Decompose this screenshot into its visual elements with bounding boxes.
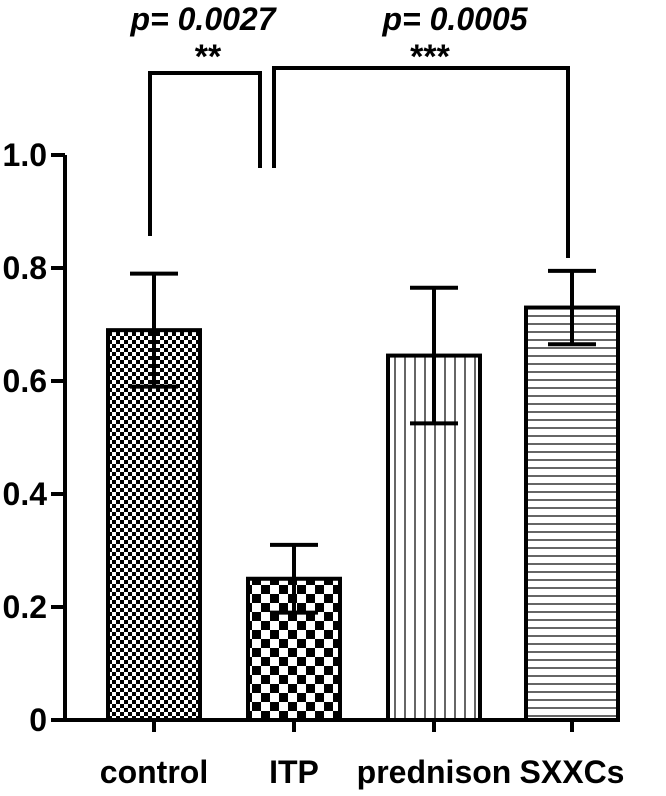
y-tick-label: 0: [29, 702, 47, 738]
axes-layer: 0 0.2 0.4 0.6 0.8 1.0 control ITP prednison SXXCs: [3, 137, 625, 790]
y-tick-label: 0.4: [3, 476, 48, 512]
p-value-label: p= 0.0005: [382, 1, 529, 37]
error-bars-layer: [130, 268, 596, 615]
x-tick-label: ITP: [269, 754, 319, 790]
p-value-label: p= 0.0027: [130, 1, 278, 37]
significance-layer: **p= 0.0027 ***p= 0.0005: [130, 1, 570, 258]
bar-SXXCs: [524, 305, 620, 722]
bars-layer: [106, 305, 620, 722]
significance-stars: **: [195, 38, 222, 76]
significance-stars: ***: [410, 38, 450, 76]
y-tick-label: 0.8: [3, 250, 47, 286]
y-tick-label: 0.2: [3, 589, 47, 625]
significance-bracket: [148, 71, 262, 236]
significance-bracket: [272, 66, 570, 258]
x-tick-label: control: [100, 754, 208, 790]
y-tick-label: 0.6: [3, 363, 47, 399]
y-tick-label: 1.0: [3, 137, 47, 173]
x-tick-label: prednison: [357, 754, 512, 790]
x-tick-label: SXXCs: [520, 754, 625, 790]
